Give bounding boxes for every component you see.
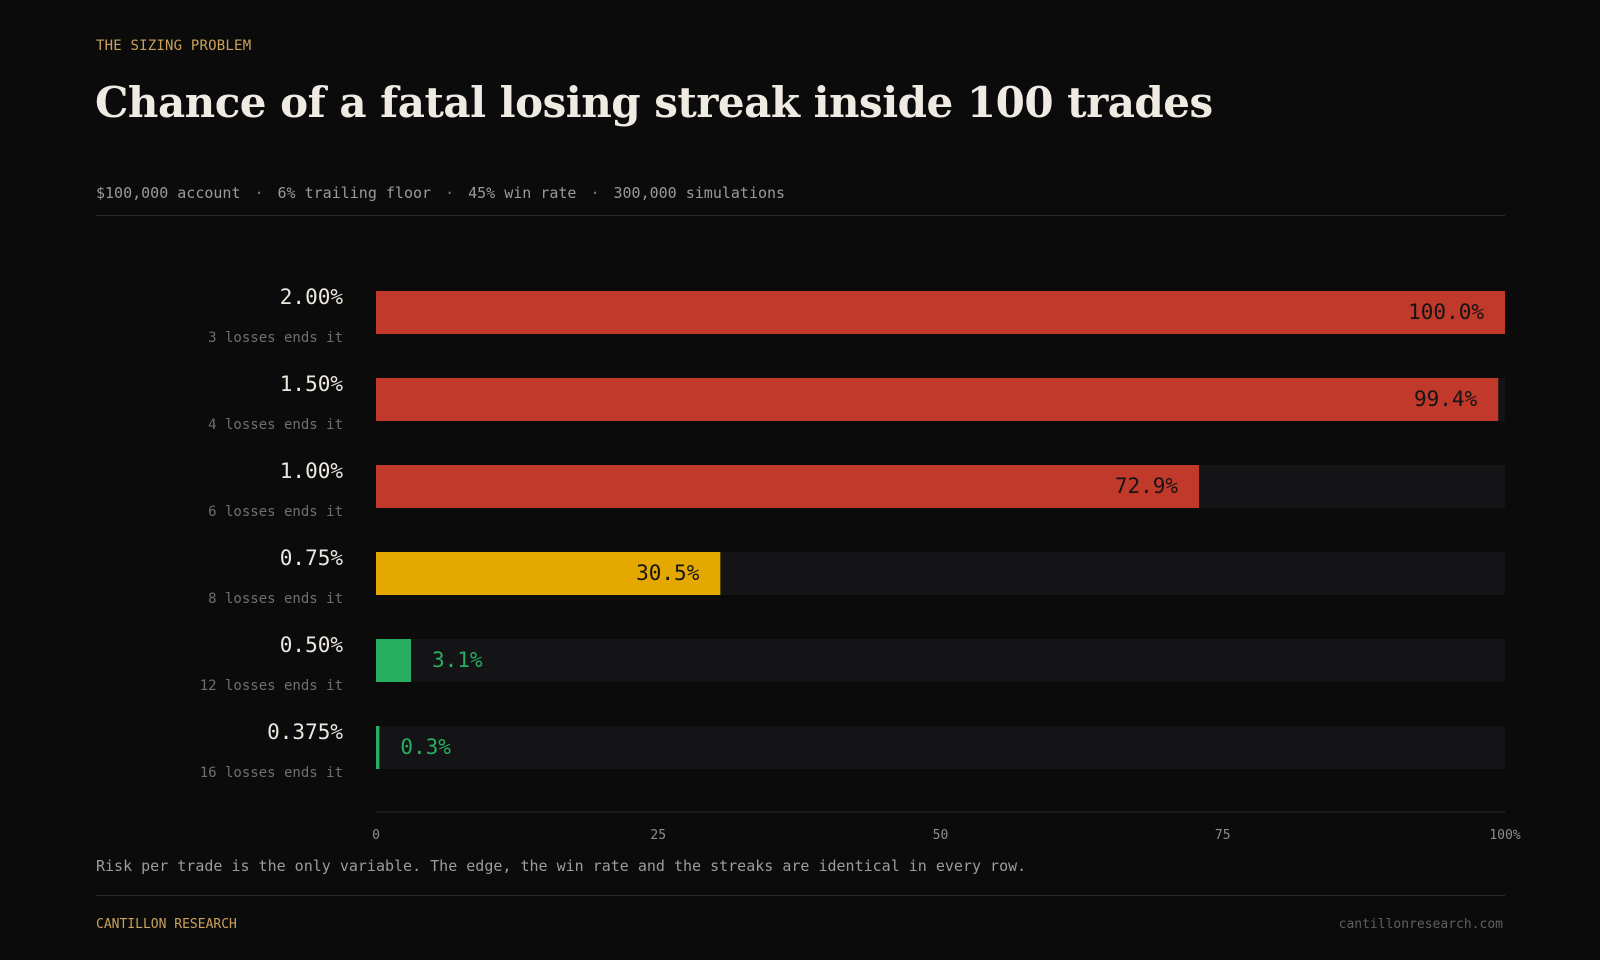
bar-track xyxy=(376,639,1505,682)
meta-separator: · xyxy=(254,184,264,202)
footer-divider xyxy=(96,895,1505,896)
x-tick-label: 50 xyxy=(933,828,949,843)
bar xyxy=(376,639,411,682)
risk-label: 1.00% xyxy=(280,459,344,483)
assumptions-line: $100,000 account · 6% trailing floor · 4… xyxy=(96,184,785,202)
value-label: 3.1% xyxy=(432,648,483,672)
value-label: 99.4% xyxy=(1414,387,1478,411)
x-tick-label: 25 xyxy=(650,828,666,843)
header-divider xyxy=(96,215,1505,216)
meta-account: $100,000 account xyxy=(96,184,241,202)
losses-sublabel: 4 losses ends it xyxy=(208,417,343,433)
risk-label: 0.50% xyxy=(280,633,344,657)
meta-win-rate: 45% win rate xyxy=(468,184,577,202)
bar xyxy=(376,291,1505,334)
chart-footnote: Risk per trade is the only variable. The… xyxy=(96,857,1027,875)
losses-sublabel: 3 losses ends it xyxy=(208,330,343,346)
bar xyxy=(376,378,1499,421)
brand-name: CANTILLON RESEARCH xyxy=(96,917,237,932)
risk-label: 0.375% xyxy=(267,720,343,744)
losses-sublabel: 6 losses ends it xyxy=(208,504,343,520)
value-label: 72.9% xyxy=(1115,474,1179,498)
bar-track xyxy=(376,726,1505,769)
risk-label: 2.00% xyxy=(280,285,344,309)
bar xyxy=(376,552,721,595)
meta-floor: 6% trailing floor xyxy=(277,184,432,202)
value-label: 0.3% xyxy=(400,735,451,759)
meta-separator: · xyxy=(590,184,600,202)
x-tick-label: 100% xyxy=(1489,828,1520,843)
losses-sublabel: 8 losses ends it xyxy=(208,591,343,607)
risk-label: 1.50% xyxy=(280,372,344,396)
meta-simulations: 300,000 simulations xyxy=(613,184,786,202)
bar xyxy=(376,726,380,769)
section-kicker: THE SIZING PROBLEM xyxy=(96,38,252,54)
losses-sublabel: 12 losses ends it xyxy=(200,678,343,694)
risk-label: 0.75% xyxy=(280,546,344,570)
meta-separator: · xyxy=(445,184,455,202)
chart-title: Chance of a fatal losing streak inside 1… xyxy=(95,78,1213,127)
value-label: 30.5% xyxy=(636,561,700,585)
losses-sublabel: 16 losses ends it xyxy=(200,765,343,781)
value-label: 100.0% xyxy=(1408,300,1484,324)
bar xyxy=(376,465,1200,508)
x-tick-label: 0 xyxy=(372,828,380,843)
x-tick-label: 75 xyxy=(1215,828,1231,843)
website-link[interactable]: cantillonresearch.com xyxy=(1338,917,1503,932)
